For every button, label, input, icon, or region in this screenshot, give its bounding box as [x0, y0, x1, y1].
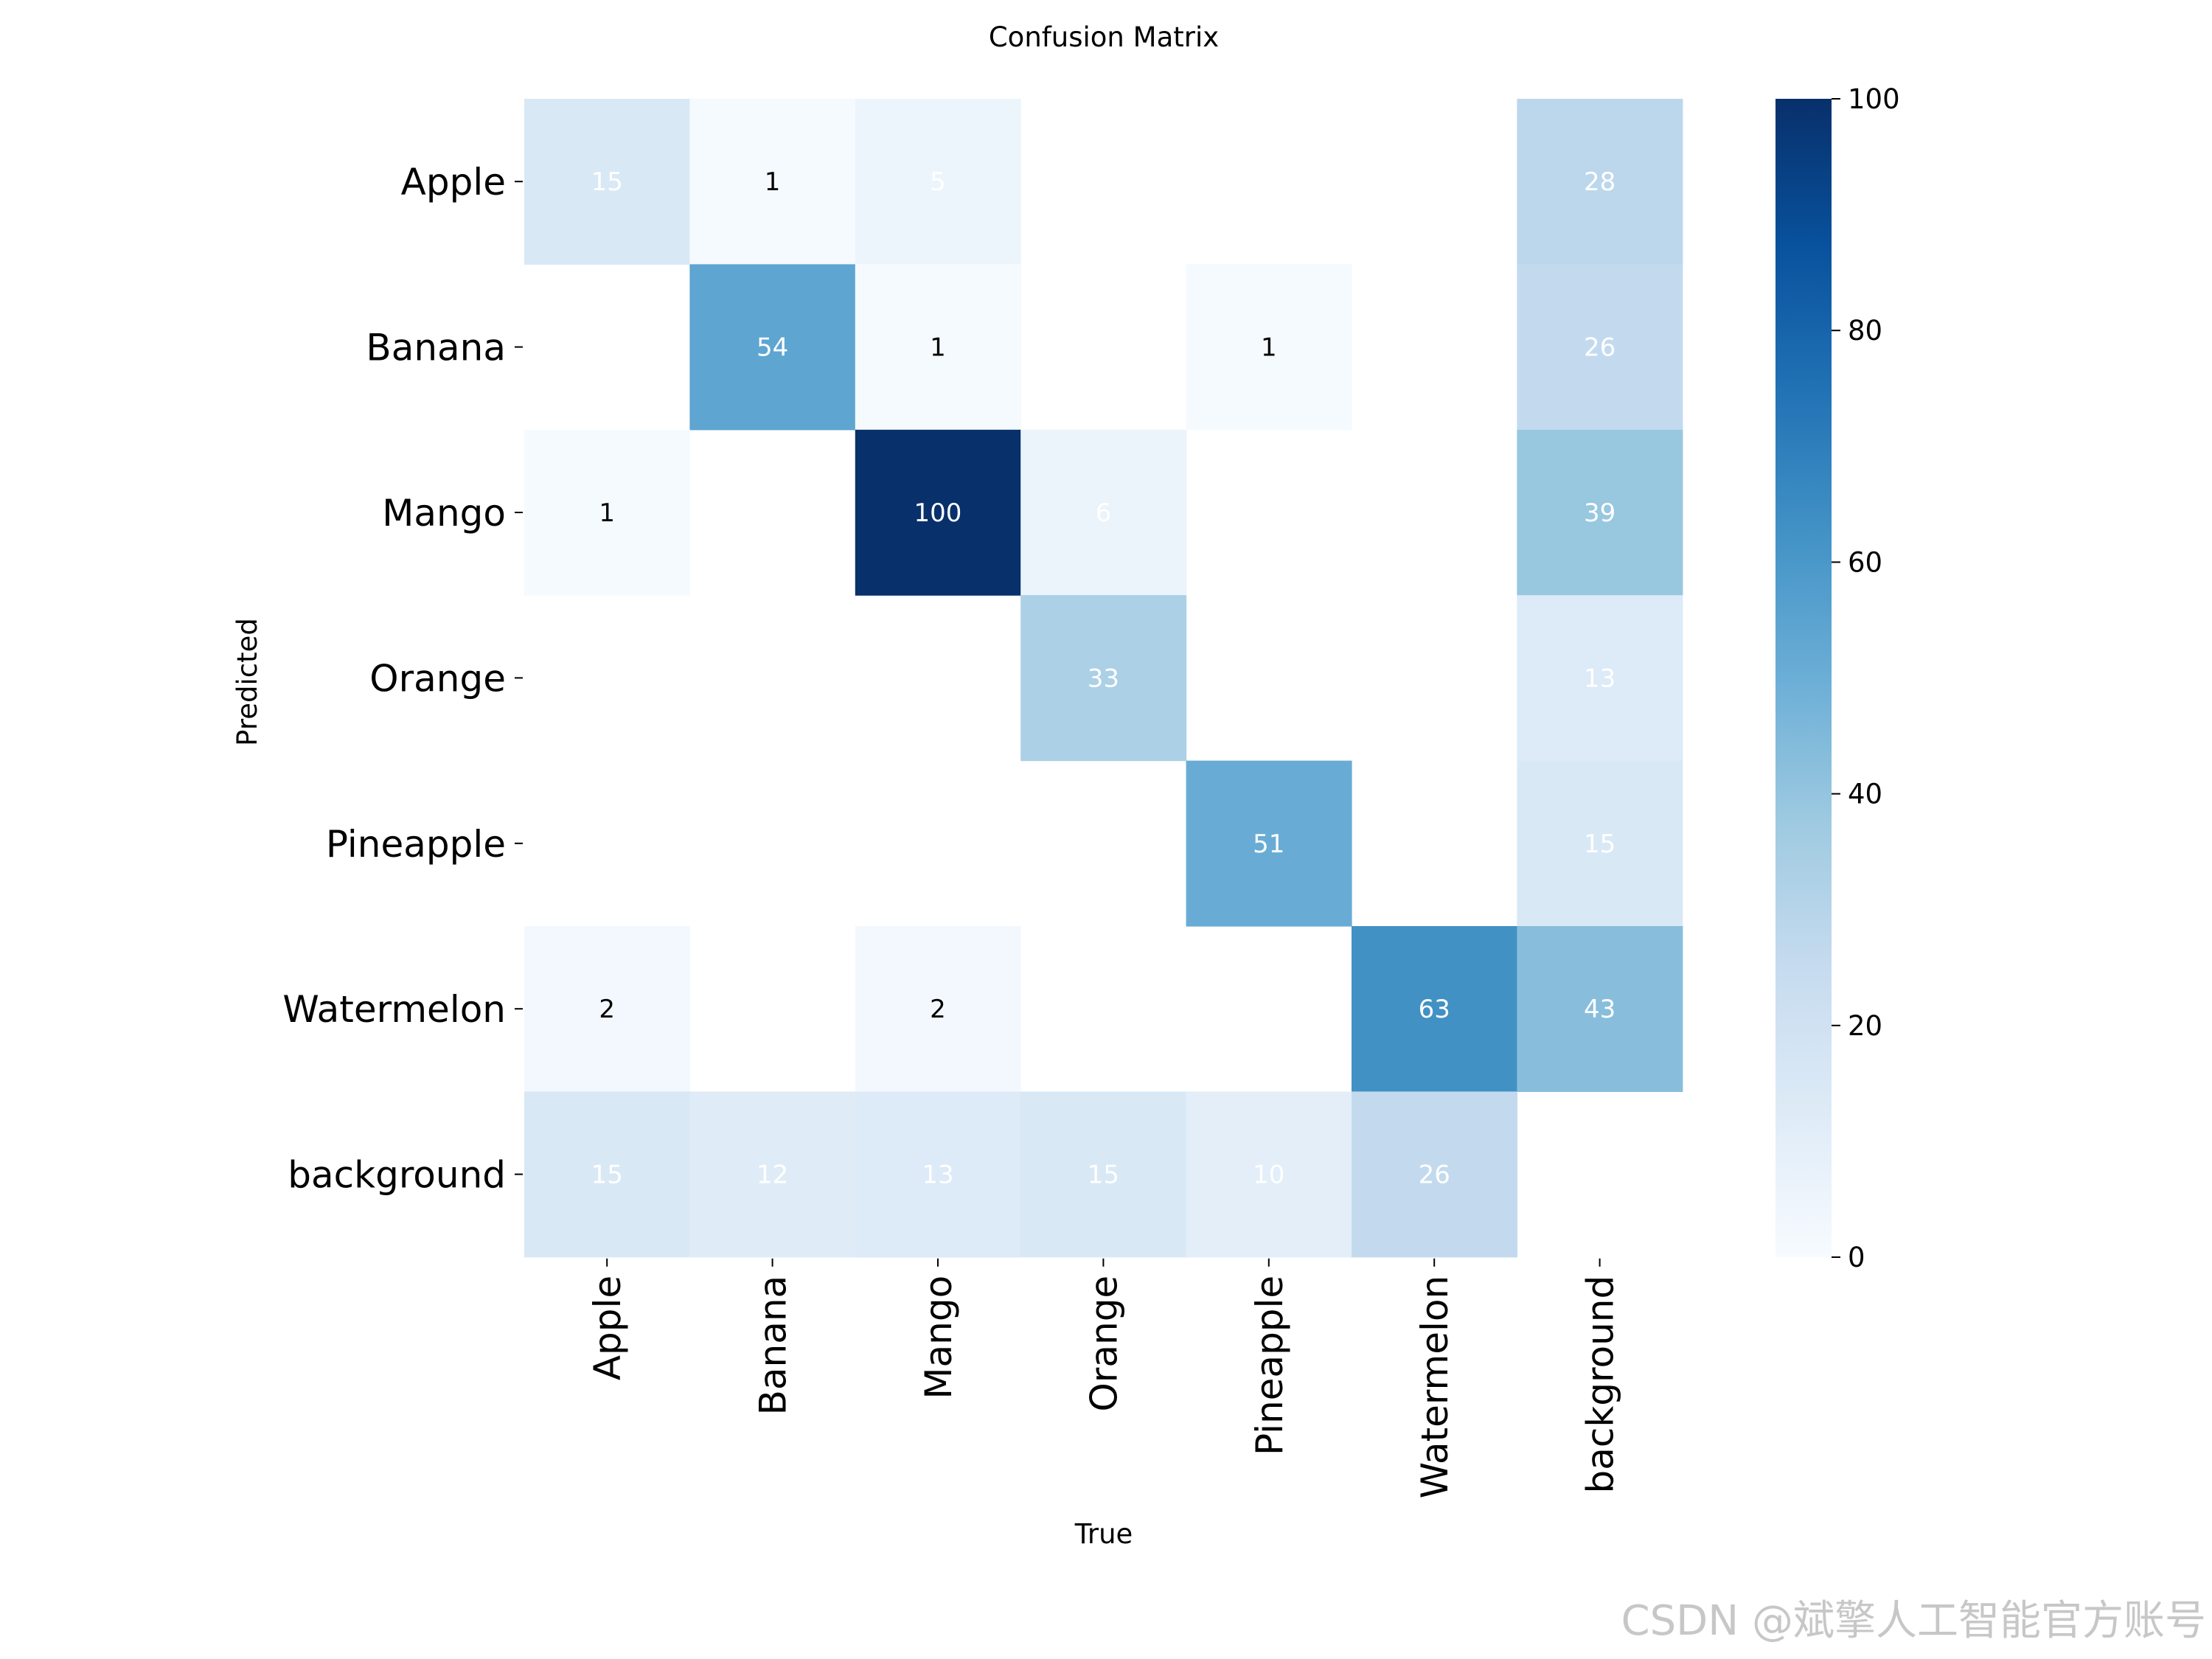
cell-value-label: 2: [599, 995, 615, 1024]
colorbar-tick-label: 0: [1848, 1242, 1865, 1273]
cell-value-label: 39: [1584, 498, 1615, 528]
y-tick-label: Apple: [401, 161, 506, 204]
heatmap-cell: [1517, 99, 1683, 265]
heatmap-cell: [1517, 926, 1683, 1092]
watermark: CSDN @斌擎人工智能官方账号: [1621, 1597, 2206, 1645]
y-tick-labels: Apple Banana Mango Orange Pineapple Watermelo…: [282, 161, 523, 1197]
x-axis-label: True: [1074, 1518, 1133, 1550]
heatmap-cell: [855, 264, 1021, 431]
cell-value-label: 1: [765, 167, 781, 197]
heatmap-cell: [855, 1091, 1021, 1258]
x-tick-label: background: [1579, 1276, 1622, 1494]
heatmap-cell: [1020, 595, 1187, 762]
heatmap-cell: [1352, 926, 1517, 1092]
cell-value-label: 100: [914, 498, 962, 528]
x-tick-label: Mango: [917, 1276, 960, 1399]
colorbar-tick-label: 20: [1848, 1010, 1882, 1042]
colorbar: 0 20 40 60 80 100: [1775, 83, 1900, 1273]
x-tick-label: Apple: [586, 1276, 629, 1380]
heatmap-cell: [855, 429, 1021, 596]
cell-value-label: 28: [1584, 167, 1615, 197]
x-tick-label: Banana: [752, 1276, 795, 1416]
cell-value-label: 13: [1584, 664, 1615, 693]
cell-value-label: 12: [757, 1161, 788, 1190]
heatmap-cell: [1517, 264, 1683, 431]
heatmap-cell: [524, 429, 690, 596]
x-tick-label: Pineapple: [1248, 1276, 1291, 1455]
cell-value-label: 5: [930, 167, 946, 197]
colorbar-tick-label: 60: [1848, 546, 1882, 578]
heatmap-cell: [1517, 760, 1683, 927]
heatmap-cell: [1020, 1091, 1187, 1258]
heatmap-cell: [524, 1091, 690, 1258]
cell-value-label: 15: [591, 167, 623, 197]
heatmap-cell: [1186, 760, 1352, 927]
cell-value-label: 1: [930, 333, 946, 363]
heatmap-cell: [1352, 1091, 1517, 1258]
cell-value-label: 26: [1419, 1161, 1450, 1190]
heatmap-cell: [1517, 595, 1683, 762]
x-tick-labels: Apple Banana Mango Orange Pineapple Watermelo…: [586, 1258, 1622, 1499]
cell-value-label: 15: [591, 1161, 623, 1190]
y-axis-label: Predicted: [232, 618, 263, 746]
heatmap-cell: [1020, 429, 1187, 596]
cell-value-label: 15: [1088, 1161, 1119, 1190]
colorbar-tick-label: 100: [1848, 83, 1900, 115]
y-tick-label: background: [288, 1154, 506, 1197]
cell-value-label: 1: [1261, 333, 1277, 363]
x-tick-label: Orange: [1082, 1276, 1125, 1412]
heatmap-cell: [524, 99, 690, 265]
heatmap-cell: [524, 926, 690, 1092]
cell-value-label: 26: [1584, 333, 1615, 363]
cell-value-label: 54: [757, 333, 788, 363]
cell-value-label: 13: [922, 1161, 953, 1190]
cell-value-label: 1: [599, 498, 615, 528]
heatmap-cell: [1186, 1091, 1352, 1258]
cell-value-label: 51: [1253, 830, 1284, 859]
colorbar-tick-label: 80: [1848, 315, 1882, 347]
heatmap-cell: [689, 1091, 856, 1258]
cell-value-label: 43: [1584, 995, 1615, 1024]
cell-value-label: 6: [1096, 498, 1112, 528]
colorbar-tick-label: 40: [1848, 779, 1882, 810]
y-tick-label: Mango: [382, 492, 506, 535]
y-tick-label: Pineapple: [326, 823, 506, 866]
y-tick-label: Banana: [366, 327, 506, 369]
heatmap-cell: [689, 264, 856, 431]
heatmap-cell: [1517, 429, 1683, 596]
heatmap-cell: [855, 926, 1021, 1092]
y-tick-label: Orange: [369, 657, 506, 700]
heatmap-cell: [689, 99, 856, 265]
cell-value-label: 2: [930, 995, 946, 1024]
heatmap-cell: [855, 99, 1021, 265]
cell-value-label: 15: [1584, 830, 1615, 859]
x-tick-label: Watermelon: [1413, 1276, 1456, 1499]
cell-value-label: 10: [1253, 1161, 1284, 1190]
y-tick-label: Watermelon: [282, 988, 506, 1031]
heatmap-cell: [1186, 264, 1352, 431]
chart-title: Confusion Matrix: [989, 21, 1219, 53]
colorbar-gradient: [1775, 99, 1832, 1257]
cell-value-label: 33: [1088, 664, 1119, 693]
cell-value-label: 63: [1419, 995, 1450, 1024]
